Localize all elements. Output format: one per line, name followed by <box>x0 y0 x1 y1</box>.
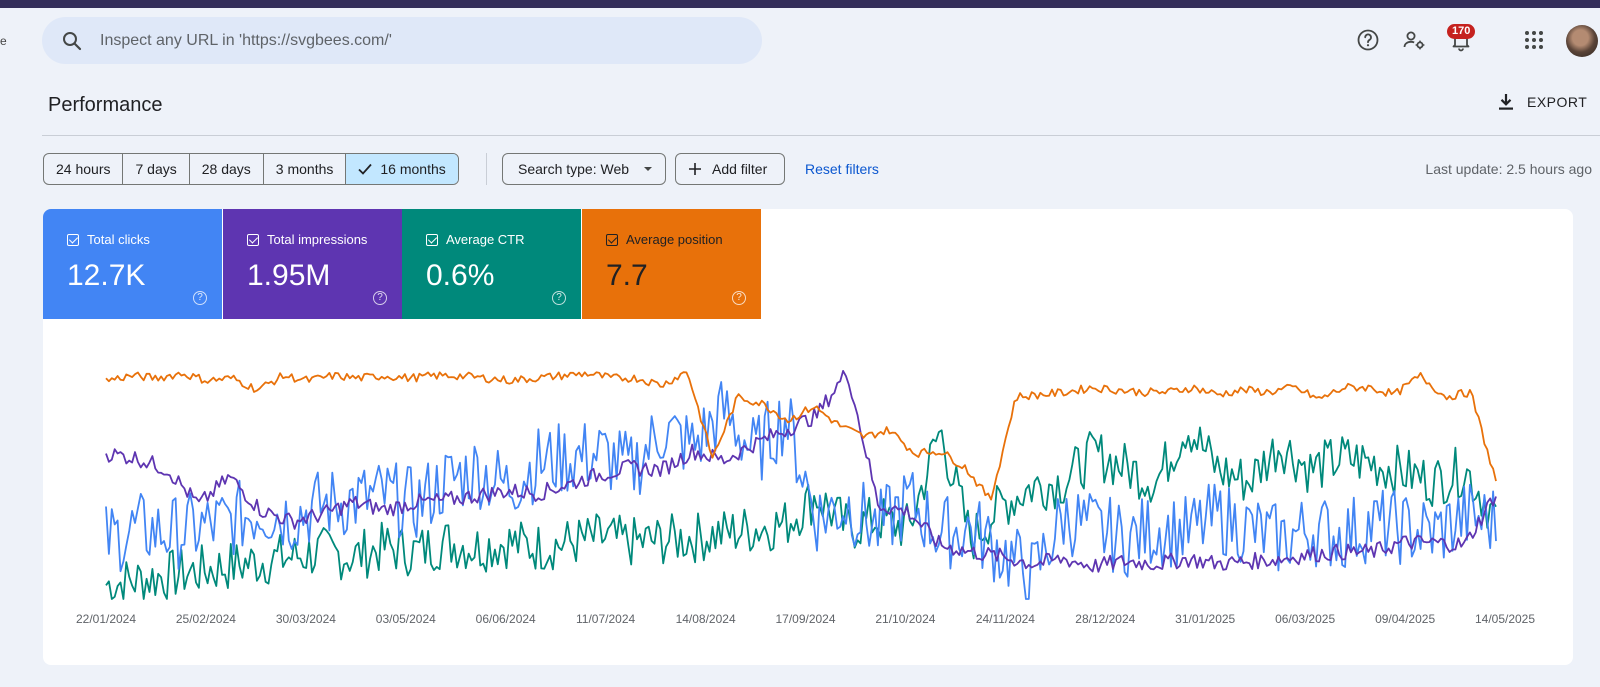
series-line-impressions <box>105 369 1497 573</box>
help-icon[interactable] <box>1356 28 1380 52</box>
x-tick-label: 28/12/2024 <box>1075 612 1135 626</box>
x-tick-label: 21/10/2024 <box>875 612 935 626</box>
help-circle-icon[interactable]: ? <box>373 291 387 305</box>
help-circle-icon[interactable]: ? <box>552 291 566 305</box>
search-icon <box>63 31 82 50</box>
x-tick-label: 11/07/2024 <box>576 612 635 626</box>
range-16-months[interactable]: 16 months <box>346 154 458 184</box>
metric-value: 0.6% <box>426 259 495 292</box>
last-update-text: Last update: 2.5 hours ago <box>1425 161 1592 177</box>
url-inspect-input[interactable] <box>100 31 700 50</box>
filter-separator <box>486 153 487 185</box>
check-icon <box>358 163 373 175</box>
x-tick-label: 06/06/2024 <box>476 612 536 626</box>
date-range-selector: 24 hours 7 days 28 days 3 months 16 mont… <box>43 153 459 185</box>
x-tick-label: 24/11/2024 <box>976 612 1035 626</box>
performance-chart: 22/01/2024 25/02/2024 30/03/2024 03/05/2024… <box>76 369 1535 626</box>
performance-card: Total clicks 12.7K ? Total impressions 1… <box>43 209 1573 665</box>
search-type-dropdown[interactable]: Search type: Web <box>502 153 666 185</box>
url-inspect-search[interactable] <box>42 17 762 64</box>
metric-value: 7.7 <box>606 259 648 292</box>
range-3-months[interactable]: 3 months <box>264 154 347 184</box>
metric-total-clicks[interactable]: Total clicks 12.7K ? <box>43 209 222 319</box>
metric-label: Average CTR <box>446 232 525 247</box>
checkbox-icon[interactable] <box>67 233 79 246</box>
checkbox-icon[interactable] <box>426 233 438 246</box>
metric-value: 12.7K <box>67 259 146 292</box>
x-tick-label: 30/03/2024 <box>276 612 336 626</box>
avatar[interactable] <box>1566 25 1598 57</box>
checkbox-icon[interactable] <box>606 233 618 246</box>
export-label: EXPORT <box>1527 94 1588 110</box>
series-line-position <box>105 371 1497 501</box>
series-line-ctr <box>105 426 1497 600</box>
x-tick-label: 09/04/2025 <box>1375 612 1435 626</box>
metric-average-ctr[interactable]: Average CTR 0.6% ? <box>402 209 581 319</box>
x-tick-label: 31/01/2025 <box>1175 612 1235 626</box>
notifications-badge: 170 <box>1447 24 1476 39</box>
x-tick-label: 06/03/2025 <box>1275 612 1335 626</box>
dropdown-arrow-icon <box>644 167 652 171</box>
range-7-days[interactable]: 7 days <box>123 154 190 184</box>
apps-grid-icon[interactable] <box>1522 28 1546 52</box>
header-divider <box>42 135 1600 136</box>
range-28-days[interactable]: 28 days <box>190 154 264 184</box>
checkbox-icon[interactable] <box>247 233 259 246</box>
metric-label: Total impressions <box>267 232 368 247</box>
help-circle-icon[interactable]: ? <box>732 291 746 305</box>
user-settings-icon[interactable] <box>1402 28 1426 52</box>
metric-value: 1.95M <box>247 259 331 292</box>
top-accent-bar <box>0 0 1600 8</box>
metric-total-impressions[interactable]: Total impressions 1.95M ? <box>223 209 402 319</box>
left-edge-glyph: e <box>0 34 7 48</box>
x-tick-label: 14/05/2025 <box>1475 612 1535 626</box>
page-title: Performance <box>48 94 163 116</box>
x-tick-label: 03/05/2024 <box>376 612 436 626</box>
metric-label: Average position <box>626 232 723 247</box>
metric-label: Total clicks <box>87 232 150 247</box>
x-tick-label: 17/09/2024 <box>775 612 835 626</box>
add-filter-label: Add filter <box>712 161 768 177</box>
x-tick-label: 25/02/2024 <box>176 612 236 626</box>
plus-icon <box>689 163 701 175</box>
x-tick-label: 22/01/2024 <box>76 612 136 626</box>
help-circle-icon[interactable]: ? <box>193 291 207 305</box>
search-type-label: Search type: Web <box>518 161 630 177</box>
reset-filters-link[interactable]: Reset filters <box>805 161 879 177</box>
export-button[interactable]: EXPORT <box>1497 93 1587 111</box>
add-filter-button[interactable]: Add filter <box>675 153 785 185</box>
metric-average-position[interactable]: Average position 7.7 ? <box>582 209 761 319</box>
range-16-months-label: 16 months <box>380 161 446 177</box>
range-24-hours[interactable]: 24 hours <box>44 154 124 184</box>
x-tick-label: 14/08/2024 <box>676 612 736 626</box>
download-icon <box>1499 94 1513 110</box>
series-line-clicks <box>105 381 1497 600</box>
